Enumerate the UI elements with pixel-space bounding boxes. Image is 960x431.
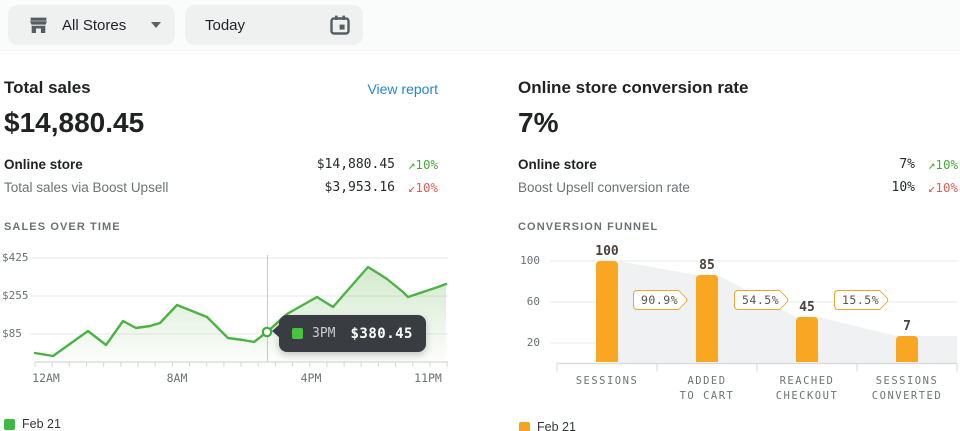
x-axis-tick: 11PM bbox=[414, 371, 442, 385]
y-axis-tick: $425 bbox=[2, 251, 29, 264]
stat-row: Online store 7% ↗10% bbox=[518, 153, 958, 176]
stat-label: Boost Upsell conversion rate bbox=[518, 180, 690, 195]
stat-row: Boost Upsell conversion rate 10% ↙10% bbox=[518, 176, 958, 199]
stat-label: Online store bbox=[4, 157, 83, 172]
store-selector-button[interactable]: All Stores bbox=[8, 5, 175, 45]
funnel-bar-added-to-cart[interactable] bbox=[696, 275, 718, 362]
y-axis-tick: 20 bbox=[526, 336, 540, 349]
trend-down-arrow-icon: ↙ bbox=[927, 180, 936, 195]
series-color-swatch bbox=[292, 328, 303, 339]
x-axis-ticks bbox=[34, 362, 448, 367]
calendar-icon bbox=[330, 15, 350, 35]
y-axis-tick: 60 bbox=[526, 295, 540, 308]
stat-value: 10% bbox=[891, 180, 915, 195]
stat-label: Total sales via Boost Upsell bbox=[4, 180, 169, 195]
store-selector-label: All Stores bbox=[62, 16, 127, 34]
funnel-bar-reached-checkout[interactable] bbox=[796, 317, 818, 362]
category-label: SESSIONS CONVERTED bbox=[871, 375, 943, 402]
stat-value: $3,953.16 bbox=[324, 180, 395, 195]
bar-value: 7 bbox=[903, 319, 911, 334]
category-label: REACHED CHECKOUT bbox=[775, 375, 839, 402]
stat-delta: ↙10% bbox=[407, 180, 438, 195]
bar-value: 85 bbox=[699, 258, 715, 273]
legend-label: Feb 21 bbox=[22, 417, 61, 431]
bar-value: 100 bbox=[595, 244, 619, 259]
sales-over-time-title: SALES OVER TIME bbox=[4, 221, 121, 233]
drop-rate-tag: 90.9% bbox=[633, 290, 680, 310]
stat-row: Online store $14,880.45 ↗10% bbox=[4, 153, 438, 176]
funnel-bar-sessions[interactable] bbox=[596, 261, 618, 362]
legend-color-swatch bbox=[4, 418, 15, 430]
total-sales-breakdown: Online store $14,880.45 ↗10% Total sales… bbox=[4, 153, 438, 199]
view-report-link[interactable]: View report bbox=[367, 81, 438, 97]
x-axis-tick: 8AM bbox=[166, 371, 188, 385]
stat-row: Total sales via Boost Upsell $3,953.16 ↙… bbox=[4, 176, 438, 199]
trend-down-arrow-icon: ↙ bbox=[407, 180, 416, 195]
x-axis-tick: 4PM bbox=[300, 371, 322, 385]
date-selector-label: Today bbox=[205, 16, 246, 34]
date-selector-button[interactable]: Today bbox=[185, 5, 363, 45]
bar-value: 45 bbox=[799, 300, 815, 315]
sales-line bbox=[33, 265, 448, 358]
chevron-down-icon bbox=[151, 22, 161, 28]
tooltip-value: $380.45 bbox=[350, 325, 413, 342]
drop-rate-tag: 54.5% bbox=[734, 290, 781, 310]
category-label: SESSIONS bbox=[575, 375, 639, 387]
stat-value: 7% bbox=[899, 157, 915, 172]
total-sales-title: Total sales bbox=[4, 78, 91, 97]
category-label: ADDED TO CART bbox=[679, 375, 735, 402]
legend-color-swatch bbox=[519, 421, 530, 431]
top-bar: All Stores Today bbox=[0, 0, 960, 51]
conversion-title: Online store conversion rate bbox=[518, 78, 749, 97]
conversion-funnel-title: CONVERSION FUNNEL bbox=[518, 221, 659, 233]
stat-delta: ↗10% bbox=[927, 157, 958, 172]
drop-rate-tag: 15.5% bbox=[834, 290, 881, 310]
conversion-value: 7% bbox=[518, 107, 559, 138]
y-axis-tick: $255 bbox=[2, 289, 29, 302]
stat-label: Online store bbox=[518, 157, 597, 172]
x-axis-ticks bbox=[556, 363, 958, 372]
stat-delta: ↗10% bbox=[407, 157, 438, 172]
stat-delta: ↙10% bbox=[927, 180, 958, 195]
stat-value: $14,880.45 bbox=[316, 157, 395, 172]
trend-up-arrow-icon: ↗ bbox=[927, 157, 936, 172]
y-axis-tick: 100 bbox=[520, 254, 540, 267]
sales-line-chart[interactable] bbox=[0, 250, 460, 372]
legend-label: Feb 21 bbox=[537, 420, 576, 431]
funnel-bar-sessions-converted[interactable] bbox=[896, 336, 918, 362]
x-axis-tick: 12AM bbox=[32, 371, 60, 385]
funnel-legend: Feb 21 bbox=[519, 420, 576, 431]
storefront-icon bbox=[30, 17, 47, 33]
chart-tooltip: 3PM $380.45 bbox=[272, 315, 426, 352]
sales-legend: Feb 21 bbox=[4, 417, 61, 431]
hovered-point-marker[interactable] bbox=[261, 326, 273, 338]
trend-up-arrow-icon: ↗ bbox=[407, 157, 416, 172]
tooltip-time: 3PM bbox=[312, 326, 336, 341]
y-axis-tick: $85 bbox=[2, 327, 22, 340]
conversion-breakdown: Online store 7% ↗10% Boost Upsell conver… bbox=[518, 153, 958, 199]
total-sales-value: $14,880.45 bbox=[4, 107, 145, 138]
